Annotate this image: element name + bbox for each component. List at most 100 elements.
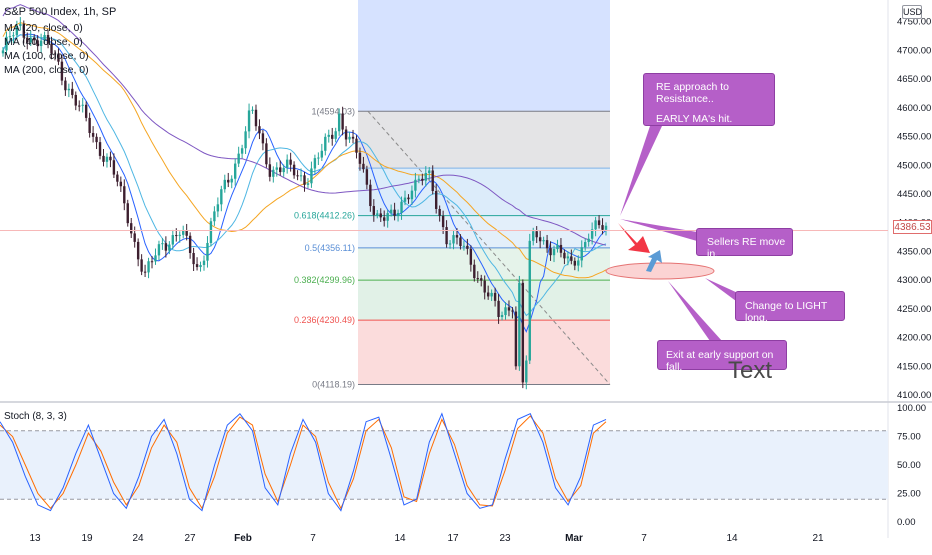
candle-body — [497, 300, 500, 317]
fib-zone-0 — [358, 111, 610, 169]
candle-body — [88, 117, 91, 133]
chart-title: S&P 500 Index, 1h, SP — [4, 6, 117, 18]
candle-body — [289, 159, 292, 165]
callout-exit[interactable]: Exit at early support on fall. — [657, 340, 787, 373]
candle-body — [448, 243, 452, 245]
candle-body — [154, 255, 157, 262]
candle-body — [327, 134, 330, 137]
callout-light-long[interactable]: Change to LIGHT long. — [735, 291, 845, 324]
candle-body — [292, 164, 296, 176]
candle-body — [500, 315, 504, 317]
candle-body — [431, 170, 434, 191]
candle-body — [272, 169, 275, 177]
candle-body — [521, 282, 525, 383]
candle-body — [455, 235, 459, 238]
candle-body — [313, 158, 317, 169]
fib-label-0.382: 0.382(4299.96) — [294, 275, 355, 285]
fib-label-0: 0(4118.19) — [312, 380, 355, 390]
fibonacci-retracement[interactable]: 1(4594.03) 0.618(4412.26) 0.5(4356.11) 0.38… — [294, 106, 611, 390]
candle-body — [407, 197, 410, 200]
candle-body — [306, 183, 310, 185]
candle-body — [396, 213, 400, 216]
candle-body — [192, 252, 195, 265]
candle-body — [26, 37, 29, 43]
candle-body — [105, 156, 109, 162]
background-layer — [358, 0, 610, 112]
fib-label-1: 1(4594.03) — [311, 106, 355, 116]
candle-body — [303, 175, 306, 185]
callout-resistance-line-2: EARLY MA's hit. — [656, 113, 733, 125]
candle-body — [57, 53, 60, 62]
candle-body — [507, 307, 511, 311]
candle-body — [566, 256, 570, 259]
candle-body — [344, 129, 348, 140]
candle-body — [594, 220, 597, 230]
candle-body — [393, 209, 396, 216]
candle-body — [310, 168, 313, 184]
annotation-layer[interactable] — [605, 126, 740, 341]
callout-resistance-line-1: RE approach to Resistance.. — [656, 81, 729, 105]
callout-exit-pointer — [668, 281, 722, 341]
candle-body — [414, 179, 417, 191]
candle-body — [140, 259, 143, 272]
candle-body — [379, 213, 382, 218]
candle-body — [71, 88, 74, 95]
candle-body — [376, 213, 379, 215]
sell-arrow-icon — [618, 223, 650, 253]
candle-body — [133, 233, 136, 242]
candle-body — [143, 271, 147, 273]
candle-body — [227, 179, 230, 183]
last-price-label: 4386.53 — [893, 220, 932, 234]
currency-badge[interactable]: USD — [902, 5, 923, 19]
fib-zone-1 — [358, 168, 610, 216]
stochastic-pane: 0.00 25.00 50.00 75.00 100.00 — [0, 403, 926, 528]
candle-body — [362, 163, 365, 170]
callout-resistance-spacer — [656, 105, 774, 113]
text-note[interactable]: Text — [728, 357, 773, 384]
candle-body — [8, 36, 12, 38]
callout-resistance[interactable]: RE approach to Resistance.. EARLY MA's h… — [643, 73, 775, 126]
candle-body — [206, 242, 209, 261]
callout-light-long-text: Change to LIGHT long. — [745, 300, 828, 324]
x-tick-2: 24 — [132, 533, 144, 544]
candle-body — [434, 190, 438, 209]
candle-body — [355, 138, 358, 153]
callout-sellers[interactable]: Sellers RE move in. — [696, 228, 793, 260]
candle-body — [486, 292, 490, 297]
candle-body — [46, 35, 50, 44]
stoch-tick-25: 25.00 — [897, 489, 921, 500]
stoch-tick-75: 75.00 — [897, 432, 921, 443]
candle-body — [39, 40, 43, 47]
candle-body — [150, 261, 154, 263]
candle-body — [168, 244, 171, 251]
candle-body — [400, 201, 403, 214]
fib-label-0.236: 0.236(4230.49) — [294, 315, 355, 325]
candle-body — [282, 167, 285, 173]
candle-body — [424, 172, 427, 181]
candle-body — [369, 184, 372, 207]
x-tick-12: 21 — [812, 533, 824, 544]
candle-body — [220, 189, 223, 205]
candle-body — [604, 225, 608, 230]
candle-body — [95, 136, 98, 143]
x-tick-7: 17 — [447, 533, 459, 544]
candle-body — [549, 248, 552, 256]
candle-body — [98, 142, 102, 156]
legend-ma20: MA (20, close, 0) — [4, 22, 83, 34]
candle-body — [209, 221, 213, 243]
legend-ma100: MA (100, close, 0) — [4, 50, 89, 62]
candle-body — [421, 178, 424, 181]
candle-body — [570, 256, 573, 261]
candle-body — [251, 109, 254, 111]
date-range-highlight — [358, 0, 610, 112]
candle-body — [403, 197, 407, 202]
y-tick-4750: 4750.00 — [897, 17, 931, 28]
legend-ma200: MA (200, close, 0) — [4, 64, 89, 76]
candle-body — [50, 43, 53, 54]
y-tick-4550: 4550.00 — [897, 132, 931, 143]
candle-body — [483, 280, 486, 293]
x-tick-9: Mar — [565, 533, 583, 544]
candle-body — [559, 244, 563, 253]
candle-body — [5, 36, 8, 51]
